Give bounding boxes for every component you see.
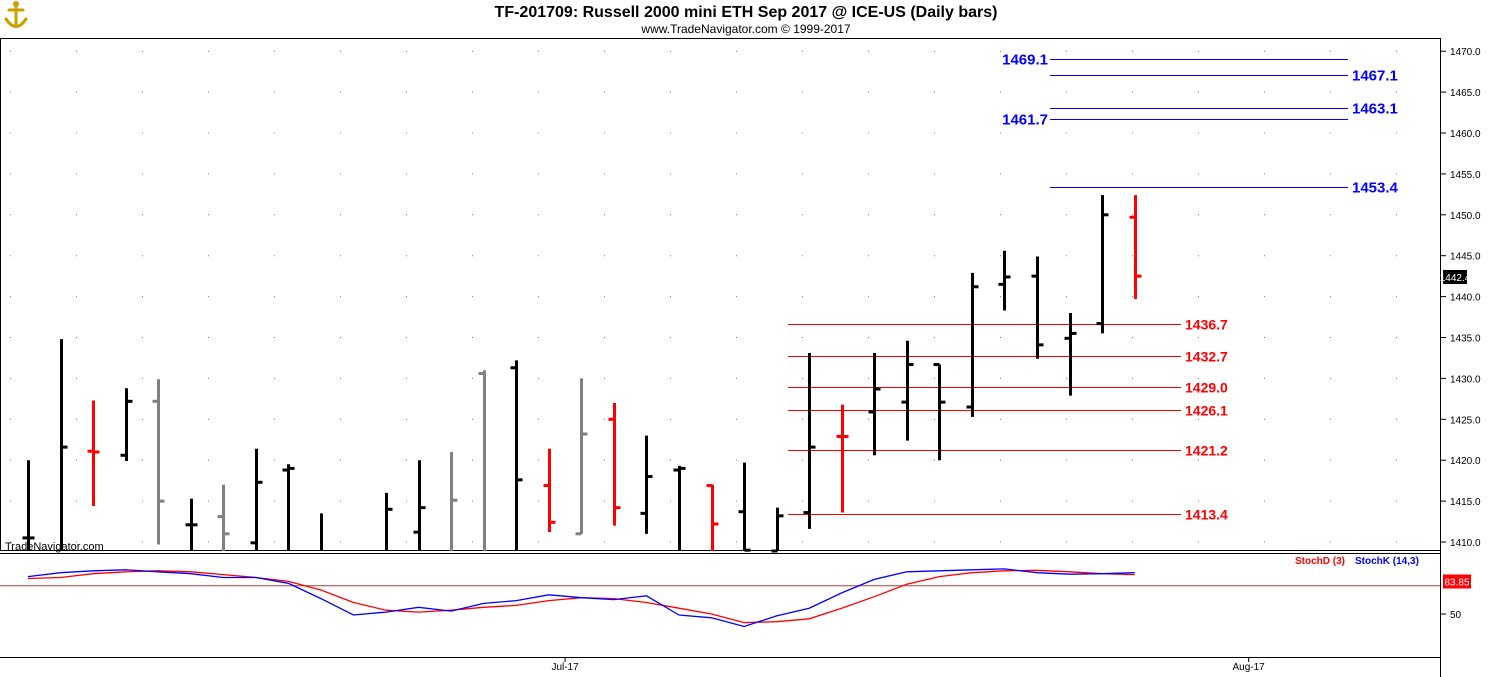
- ohlc-bar: [217, 484, 230, 551]
- ohlc-bar: [868, 353, 881, 456]
- legend-stochk: StochK (14,3): [1355, 556, 1419, 567]
- ohlc-bar: [836, 404, 849, 513]
- ohlc-bar: [87, 400, 100, 507]
- ohlc-bar: [120, 388, 133, 462]
- y-tick-label: 1450.0: [1450, 211, 1481, 222]
- stochastic-lines: [27, 568, 1135, 628]
- stoch-value-tag: 83.85: [1443, 574, 1471, 589]
- y-tick-label: 1465.0: [1450, 88, 1481, 99]
- ohlc-bar: [640, 435, 653, 534]
- level-label: 1469.1: [1002, 52, 1048, 69]
- last-price-label: 1442.4: [1440, 273, 1471, 284]
- ohlc-bar: [1129, 195, 1142, 300]
- level-label: 1413.4: [1185, 507, 1228, 523]
- price-levels: 1469.1 1467.1 1463.1 1461.7 1453.4 1436.7 1432…: [788, 52, 1399, 523]
- anchor-logo-icon: [4, 1, 28, 28]
- chart-title: TF-201709: Russell 2000 mini ETH Sep 201…: [495, 4, 998, 21]
- ohlc-bar: [673, 465, 686, 551]
- ohlc-bar: [901, 340, 914, 441]
- level-label: 1461.7: [1002, 112, 1048, 129]
- y-tick-label: 1445.0: [1450, 252, 1481, 263]
- ohlc-bar: [60, 339, 68, 551]
- y-tick-label: 1420.0: [1450, 456, 1481, 467]
- y-tick-label: 1410.0: [1450, 538, 1481, 549]
- y-tick-label: 1415.0: [1450, 497, 1481, 508]
- ohlc-bar: [413, 460, 426, 551]
- ohlc-bar: [966, 272, 979, 417]
- y-tick-label: 1455.0: [1450, 170, 1481, 181]
- ohlc-bar: [998, 250, 1011, 311]
- chart-subtitle: www.TradeNavigator.com © 1999-2017: [640, 22, 850, 36]
- ohlc-bar: [575, 378, 588, 536]
- x-tick-label: Jul-17: [551, 662, 579, 673]
- level-label: 1467.1: [1352, 68, 1398, 85]
- x-axis: Jul-17 Aug-17: [551, 657, 1265, 673]
- y-tick-label: 1430.0: [1450, 374, 1481, 385]
- y-tick-label: 1435.0: [1450, 334, 1481, 345]
- level-label: 1436.7: [1185, 317, 1228, 333]
- ohlc-bar: [22, 460, 35, 551]
- y-tick-label: 1460.0: [1450, 129, 1481, 140]
- ohlc-bar: [1031, 256, 1044, 359]
- watermark: TradeNavigator.com: [5, 541, 104, 553]
- level-label: 1453.4: [1352, 180, 1399, 197]
- level-label: 1421.2: [1185, 443, 1228, 459]
- ohlc-bars: [22, 195, 1142, 553]
- y-tick-label: 1470.0: [1450, 47, 1481, 58]
- ohlc-bar: [1096, 195, 1109, 334]
- ohlc-bar: [282, 464, 295, 551]
- ohlc-bar: [510, 360, 523, 551]
- ohlc-bar: [771, 507, 784, 553]
- stoch-value-label: 83.85: [1444, 578, 1469, 589]
- level-label: 1463.1: [1352, 101, 1398, 118]
- ohlc-bar: [250, 448, 263, 551]
- ohlc-bar: [478, 370, 486, 551]
- ohlc-bar: [1064, 312, 1077, 396]
- y-tick-label: 1440.0: [1450, 293, 1481, 304]
- ohlc-bar: [933, 362, 946, 461]
- price-y-axis: 1410.0 1415.0 1420.0 1425.0 1430.0 1435.0 1440…: [1441, 47, 1481, 549]
- ohlc-bar: [450, 452, 458, 551]
- legend-stochd: StochD (3): [1295, 556, 1345, 567]
- ohlc-bar: [608, 402, 621, 526]
- ohlc-bar: [152, 379, 165, 545]
- ohlc-bar: [185, 498, 198, 551]
- level-label: 1429.0: [1185, 380, 1228, 396]
- y-tick-label: 1425.0: [1450, 415, 1481, 426]
- x-tick-label: Aug-17: [1233, 662, 1266, 673]
- stoch-series-line: [27, 568, 1135, 628]
- ohlc-bar: [738, 462, 751, 552]
- stoch-tick-label: 50: [1450, 610, 1462, 621]
- ohlc-bar: [803, 353, 816, 529]
- level-label: 1432.7: [1185, 349, 1228, 365]
- ohlc-bar: [706, 484, 719, 551]
- stoch-y-axis: 50: [1441, 610, 1462, 621]
- ohlc-bar: [385, 492, 393, 551]
- last-price-tag: 1442.4: [1440, 269, 1471, 284]
- ohlc-bar: [543, 448, 556, 533]
- level-label: 1426.1: [1185, 403, 1228, 419]
